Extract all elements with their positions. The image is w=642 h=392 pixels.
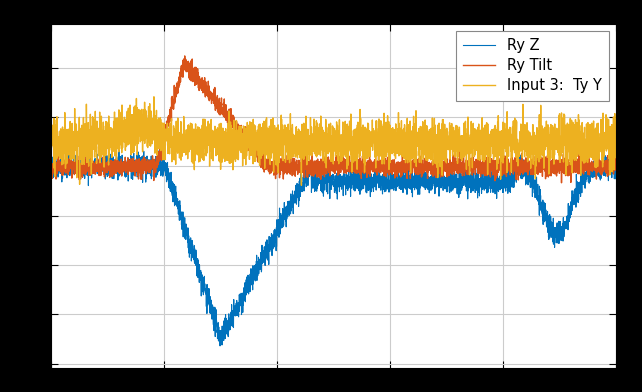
Input 3:  Ty Y: (1, 0.0574): Ty Y: (1, 0.0574) [612, 150, 620, 154]
Input 3:  Ty Y: (0.42, 0.0377): Ty Y: (0.42, 0.0377) [285, 155, 293, 160]
Input 3:  Ty Y: (0.182, 0.283): Ty Y: (0.182, 0.283) [150, 94, 158, 99]
Line: Ry Tilt: Ry Tilt [51, 56, 616, 183]
Input 3:  Ty Y: (0.476, 0.0497): Ty Y: (0.476, 0.0497) [317, 152, 324, 156]
Input 3:  Ty Y: (0.92, 0.0569): Ty Y: (0.92, 0.0569) [568, 150, 575, 155]
Ry Z [595, 174, 603, 179]
Ry Tilt [181, 54, 189, 58]
Ry Tilt [285, 165, 293, 170]
Input 3:  Ty Y: (0.97, 0.113): Ty Y: (0.97, 0.113) [595, 136, 603, 141]
Input 3:  Ty Y: (0, 0.0985): Ty Y: (0, 0.0985) [48, 140, 55, 145]
Ry Tilt [558, 180, 566, 185]
Line: Input 3:  Ty Y: Input 3: Ty Y [51, 97, 616, 185]
Ry Z [285, 212, 293, 217]
Legend: Ry Z, Ry Tilt, Input 3:  Ty Y: Ry Z, Ry Tilt, Input 3: Ty Y [456, 31, 609, 101]
Input 3:  Ty Y: (0.727, 0.115): Ty Y: (0.727, 0.115) [458, 136, 466, 140]
Ry Tilt [48, 168, 55, 172]
Ry Z [568, 207, 575, 211]
Ry Tilt [595, 167, 603, 171]
Ry Tilt [316, 175, 324, 180]
Ry Z [612, 162, 620, 167]
Ry Z [290, 201, 297, 206]
Ry Tilt [458, 169, 465, 174]
Ry Z [317, 172, 324, 177]
Ry Z [48, 161, 55, 166]
Input 3:  Ty Y: (0.443, -0.0765): Ty Y: (0.443, -0.0765) [297, 183, 305, 188]
Ry Z [77, 141, 85, 146]
Ry Z [458, 185, 466, 190]
Line: Ry Z: Ry Z [51, 143, 616, 346]
Ry Z [216, 343, 224, 348]
Input 3:  Ty Y: (0.428, 0.0851): Ty Y: (0.428, 0.0851) [290, 143, 297, 148]
Ry Tilt [290, 162, 297, 167]
Ry Tilt [568, 168, 575, 172]
Ry Tilt [612, 155, 620, 160]
